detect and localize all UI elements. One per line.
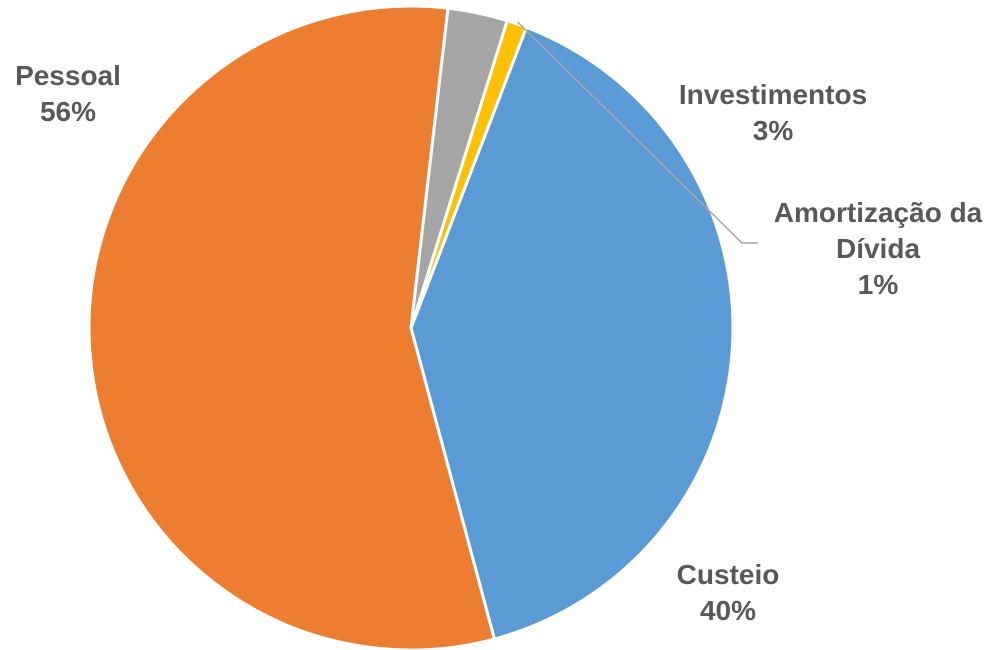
pie-slice-pessoal [87,4,496,650]
data-labels: Custeio 40% Pessoal 56% Investimentos 3% Amort… [15,60,983,626]
pie-slice-amortiza-o-da-d-vida [409,19,528,330]
data-label: Amortização da Dívida 1% [774,197,983,300]
leader-lines [517,21,758,244]
data-label: Pessoal 56% [15,60,121,127]
data-label: Custeio 40% [677,559,780,626]
leader-line [517,21,758,244]
pie-slice-custeio [409,25,735,641]
pie-slices [87,4,735,650]
data-label: Investimentos 3% [679,79,867,146]
